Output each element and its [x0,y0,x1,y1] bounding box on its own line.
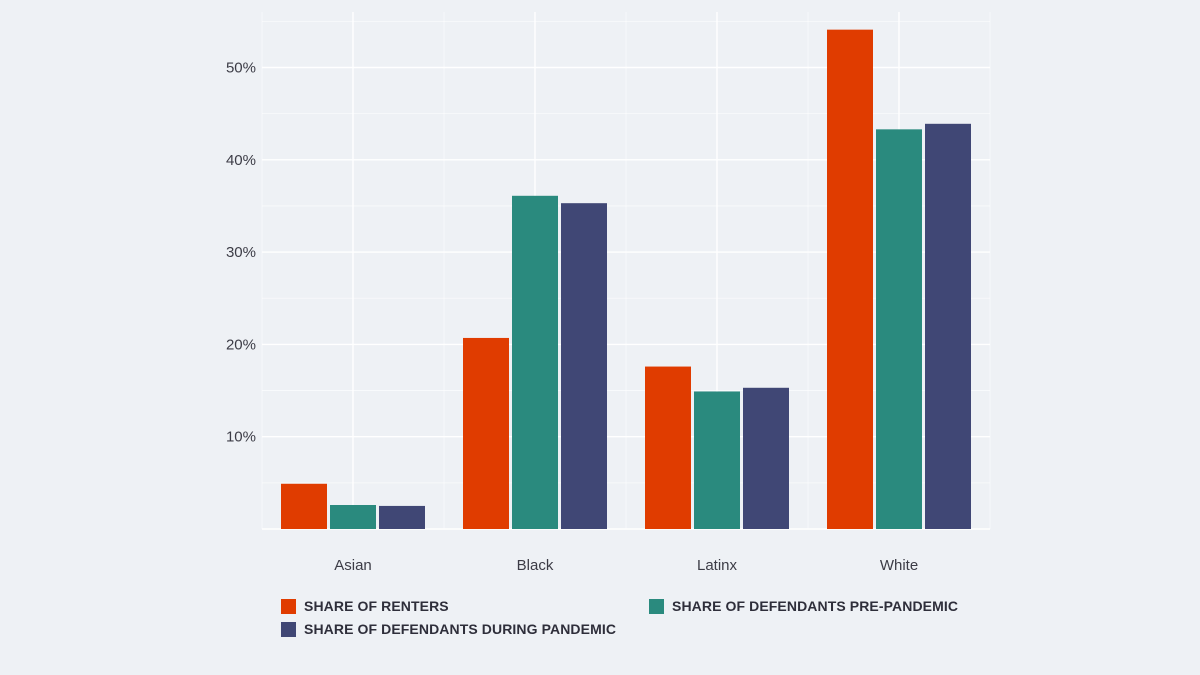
legend-swatch-during-pandemic [281,621,296,637]
bar-asian-series-0 [281,483,327,529]
legend-swatch-pre-pandemic [649,598,664,614]
y-tick-label: 40% [226,152,256,169]
bar-white-series-1 [876,129,922,529]
bar-black-series-2 [561,203,607,529]
legend-item-pre-pandemic: SHARE OF DEFENDANTS PRE-PANDEMIC [649,598,958,614]
legend-item-renters: SHARE OF RENTERS [281,598,449,614]
legend-item-during-pandemic: SHARE OF DEFENDANTS DURING PANDEMIC [281,621,616,637]
bar-chart: Asian Black Latinx White 10% 20% 30% 40% 50% [226,12,991,574]
bar-asian-series-1 [330,505,376,529]
y-tick-label: 20% [226,336,256,353]
y-tick-label: 10% [226,429,256,446]
bar-white-series-0 [827,29,873,529]
legend-label-renters: SHARE OF RENTERS [304,598,449,614]
x-tick-label: Latinx [697,557,738,574]
bar-latinx-series-0 [645,366,691,529]
bar-latinx-series-2 [743,387,789,529]
bar-asian-series-2 [379,505,425,529]
bar-white-series-2 [925,123,971,529]
y-tick-label: 50% [226,60,256,77]
x-tick-label: Black [517,557,554,574]
x-tick-label: White [880,557,918,574]
legend-label-pre-pandemic: SHARE OF DEFENDANTS PRE-PANDEMIC [672,598,959,614]
legend-label-during-pandemic: SHARE OF DEFENDANTS DURING PANDEMIC [304,621,617,637]
x-tick-label: Asian [334,557,372,574]
y-tick-label: 30% [226,244,256,261]
legend-swatch-renters [281,598,296,614]
bar-latinx-series-1 [694,391,740,529]
chart-legend: SHARE OF RENTERS SHARE OF DEFENDANTS PRE… [281,598,981,644]
bar-black-series-1 [512,195,558,529]
bar-black-series-0 [463,337,509,529]
